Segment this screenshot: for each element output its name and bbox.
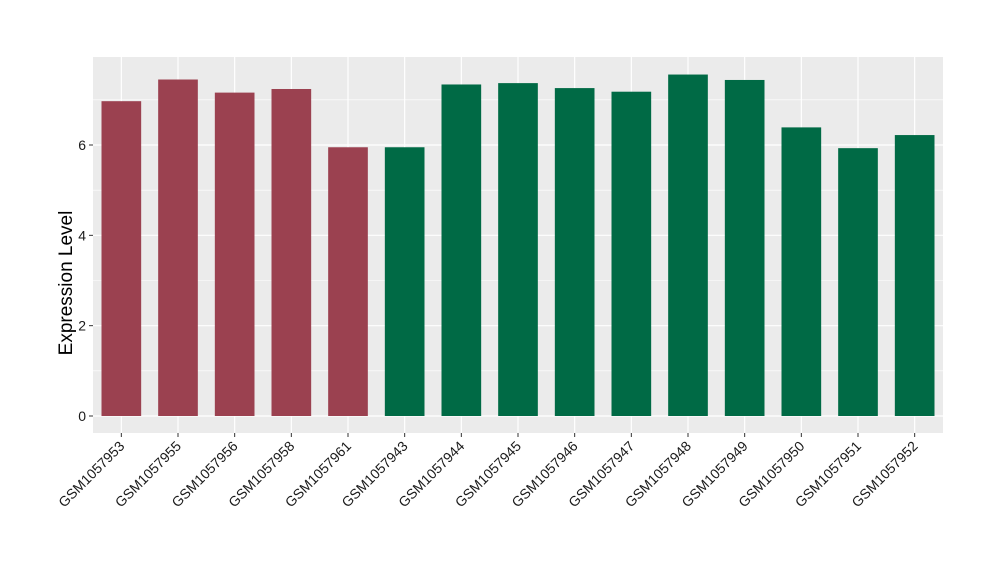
bar-GSM1057961 (328, 147, 368, 416)
y-tick-label: 2 (78, 318, 86, 334)
bar-GSM1057948 (668, 74, 708, 416)
bar-GSM1057958 (271, 88, 312, 416)
bar-GSM1057952 (894, 135, 935, 416)
bar-GSM1057946 (554, 88, 595, 416)
y-axis-title: Expression Level (56, 211, 77, 356)
bar-GSM1057947 (611, 91, 652, 416)
bar-GSM1057956 (214, 92, 255, 417)
x-axis: GSM1057953GSM1057955GSM1057956GSM1057958… (55, 433, 921, 510)
y-tick-label: 4 (78, 227, 86, 243)
bar-GSM1057955 (158, 79, 198, 416)
bar-GSM1057951 (838, 148, 878, 416)
y-axis: 0 2 4 6 (78, 137, 93, 424)
bar-GSM1057949 (724, 79, 765, 417)
y-tick-label: 6 (78, 137, 86, 153)
bar-GSM1057950 (781, 127, 822, 416)
bars (101, 74, 935, 417)
bar-GSM1057953 (101, 101, 142, 417)
bar-GSM1057943 (384, 147, 425, 416)
bar-GSM1057944 (441, 84, 482, 416)
bar-GSM1057945 (498, 83, 538, 416)
y-tick-label: 0 (78, 408, 86, 424)
